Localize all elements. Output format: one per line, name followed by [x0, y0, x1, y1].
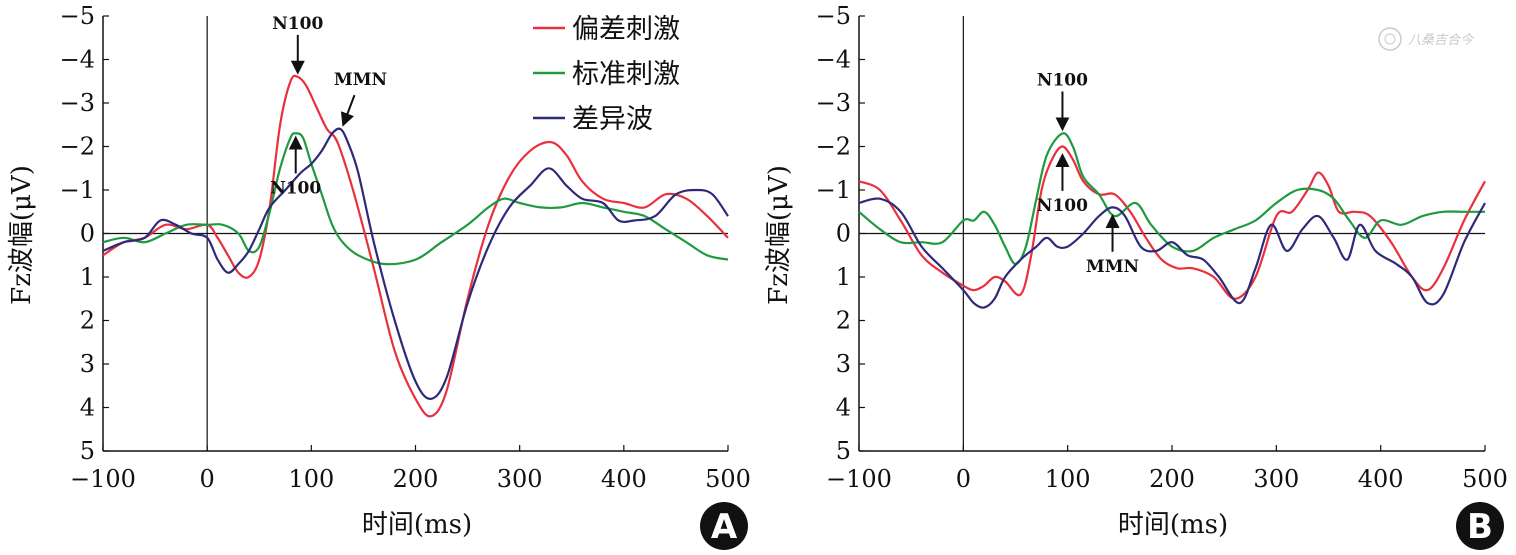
watermark: 八桑吉合今	[1378, 27, 1475, 51]
panel-badge-a: A	[700, 502, 748, 550]
legend: 偏差刺激 标准刺激 差异波	[533, 14, 680, 135]
y-tick-label: −2	[60, 133, 95, 161]
y-tick-label: −5	[60, 2, 95, 30]
x-tick-label: 300	[497, 465, 543, 493]
annotation-label: N100	[272, 14, 323, 34]
annotation-label: MMN	[1086, 257, 1139, 277]
y-tick-label: −1	[816, 176, 851, 204]
y-tick-label: −3	[816, 89, 851, 117]
y-tick-label: −4	[816, 46, 851, 74]
x-tick-label: 0	[956, 465, 971, 493]
y-tick-label: 4	[836, 394, 851, 422]
y-tick-label: −1	[60, 176, 95, 204]
legend-label-deviant: 偏差刺激	[572, 14, 680, 45]
x-tick-label: 400	[601, 465, 647, 493]
series-line-deviant	[858, 145, 1486, 300]
x-tick-label: 100	[1045, 465, 1091, 493]
y-tick-label: −2	[816, 133, 851, 161]
panel-b: −5 −4 −3 −2 −1 0 1 2 3 4 5−100 0 100 200 300 400 500 N100…	[764, 2, 1508, 550]
annotation-label: N100	[1037, 70, 1088, 90]
watermark-logo-icon	[1378, 27, 1402, 51]
series-line-difference	[102, 127, 729, 400]
series-line-standard	[858, 132, 1485, 266]
panel-a: −5 −4 −3 −2 −1 0 1 2 3 4 5−100 0 100 200 300 400 500 N100…	[7, 2, 751, 550]
panel-label-a: A	[711, 507, 738, 547]
y-tick-label: 2	[80, 307, 95, 335]
x-tick-label: 100	[288, 465, 334, 493]
y-axis-label-a: Fz波幅(μV)	[7, 165, 37, 305]
x-tick-label: 200	[393, 465, 439, 493]
x-axis-label-a: 时间(ms)	[362, 510, 472, 540]
x-tick-label: 200	[1149, 465, 1195, 493]
plot-area-b: −5 −4 −3 −2 −1 0 1 2 3 4 5−100 0 100 200 300 400 500 N100…	[816, 2, 1508, 493]
y-tick-label: 1	[836, 263, 851, 291]
annotation-arrow-icon	[340, 94, 356, 127]
legend-label-difference: 差异波	[572, 104, 653, 135]
y-tick-label: 1	[80, 263, 95, 291]
y-tick-label: 3	[836, 350, 851, 378]
x-tick-label: 0	[200, 465, 215, 493]
x-tick-label: −100	[70, 465, 136, 493]
x-tick-label: 300	[1253, 465, 1299, 493]
y-tick-label: 5	[836, 437, 851, 465]
y-tick-label: 0	[836, 220, 851, 248]
watermark-text: 八桑吉合今	[1408, 32, 1475, 48]
y-tick-label: 0	[80, 220, 95, 248]
annotation-label: MMN	[334, 70, 387, 90]
y-axis-label-b: Fz波幅(μV)	[764, 165, 794, 305]
x-tick-label: −100	[826, 465, 892, 493]
y-tick-label: 3	[80, 350, 95, 378]
panel-label-b: B	[1467, 507, 1493, 547]
y-tick-label: 2	[836, 307, 851, 335]
series-line-deviant	[102, 74, 729, 418]
series-line-difference	[858, 197, 1486, 309]
legend-label-standard: 标准刺激	[572, 59, 680, 90]
series-line-standard	[102, 132, 729, 266]
y-tick-label: −4	[60, 46, 95, 74]
y-tick-label: 4	[80, 394, 95, 422]
y-tick-label: −3	[60, 89, 95, 117]
y-tick-label: −5	[816, 2, 851, 30]
plot-area-a: −5 −4 −3 −2 −1 0 1 2 3 4 5−100 0 100 200 300 400 500 N100…	[60, 2, 751, 493]
x-axis-label-b: 时间(ms)	[1118, 510, 1228, 540]
y-tick-label: 5	[80, 437, 95, 465]
x-tick-label: 500	[705, 465, 751, 493]
annotation-label: N100	[1037, 196, 1088, 216]
x-tick-label: 400	[1358, 465, 1404, 493]
annotation-label: N100	[270, 178, 321, 198]
panel-badge-b: B	[1456, 502, 1504, 550]
x-tick-label: 500	[1462, 465, 1508, 493]
